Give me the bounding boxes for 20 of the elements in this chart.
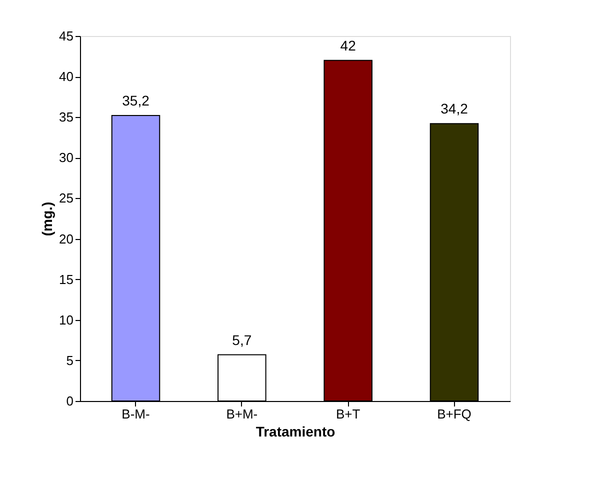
- data-label: 42: [340, 37, 356, 54]
- data-label: 35,2: [122, 92, 150, 108]
- x-tick-label: B-M-: [122, 406, 150, 422]
- x-tick-label: B+M-: [226, 406, 258, 422]
- data-label: 34,2: [440, 100, 468, 117]
- y-tick-label: 30: [59, 150, 74, 166]
- x-tick-label: B+FQ: [437, 406, 472, 422]
- data-label: 5,7: [232, 332, 252, 348]
- y-tick-label: 35: [59, 110, 74, 125]
- y-tick-label: 0: [66, 394, 74, 408]
- x-tick-label: B+T: [336, 406, 360, 422]
- x-axis-title: Tratamiento: [256, 424, 336, 440]
- y-tick-label: 20: [59, 231, 74, 246]
- y-tick-label: 10: [59, 312, 74, 328]
- y-tick-label: 40: [59, 69, 74, 84]
- y-tick-label: 15: [59, 272, 74, 287]
- y-tick-label: 5: [66, 352, 74, 368]
- y-tick-label: 25: [59, 190, 74, 206]
- y-tick-label: 45: [59, 28, 74, 44]
- y-axis-title: (mg.): [39, 202, 56, 236]
